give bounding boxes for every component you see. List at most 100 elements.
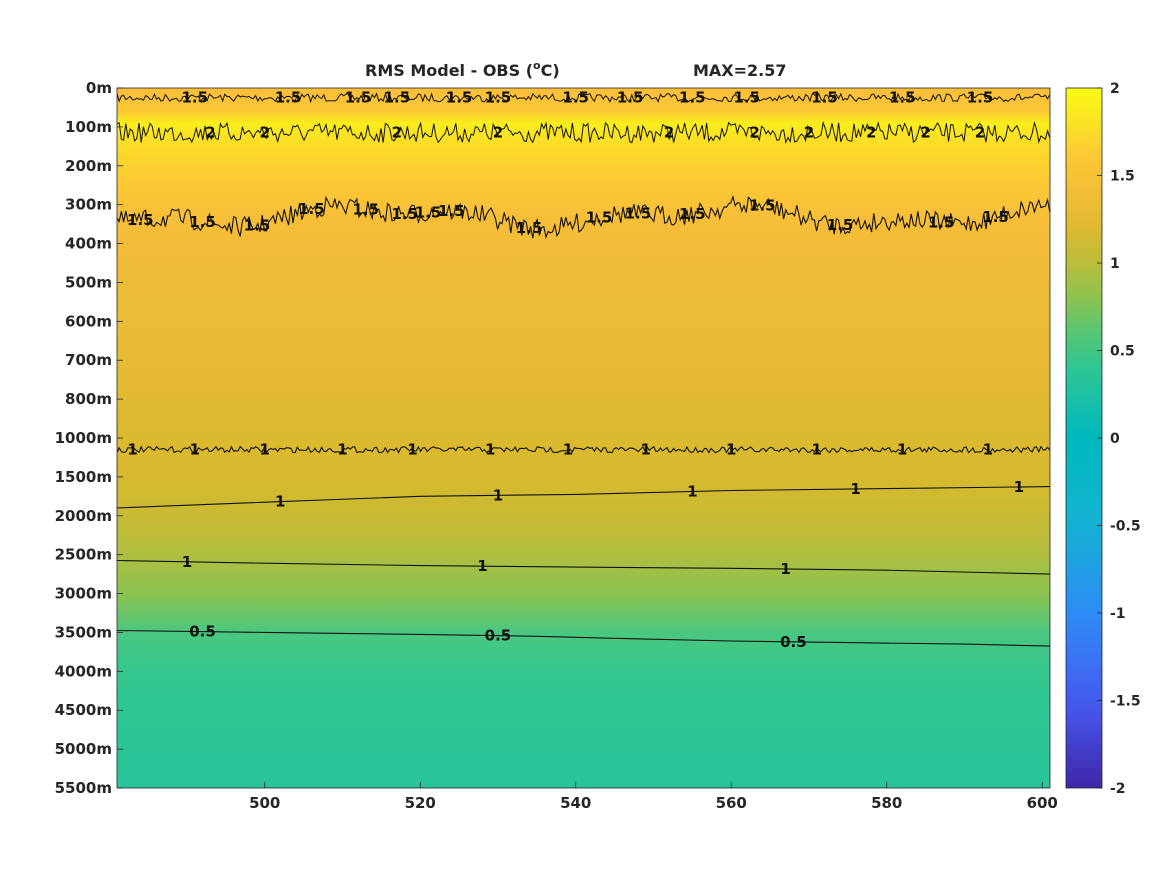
contour-label: 1 xyxy=(477,557,487,575)
contour-label: 1.5 xyxy=(181,89,208,107)
contour-label: 1.5 xyxy=(353,201,380,219)
chart-title-unit: C) xyxy=(541,61,560,80)
y-tick-label: 200m xyxy=(65,157,112,175)
y-tick-label: 2000m xyxy=(55,507,112,525)
x-tick-label: 540 xyxy=(560,794,591,812)
contour-label: 1 xyxy=(780,560,790,578)
y-tick-label: 4000m xyxy=(55,662,112,680)
y-tick-label: 1500m xyxy=(55,468,112,486)
contour-label: 1.5 xyxy=(189,213,216,231)
contour-label: 1.5 xyxy=(415,204,442,222)
contour-label: 1.5 xyxy=(391,205,418,223)
contour-label: 0.5 xyxy=(485,627,512,645)
contour-label: 1.5 xyxy=(679,205,706,223)
chart-title: RMS Model - OBS (oC) xyxy=(365,59,560,80)
contour-label: 0.5 xyxy=(189,623,216,641)
y-axis: 0m 100m 200m 300m 400m 500m 600m 700m 800m 1000m 1… xyxy=(55,79,123,797)
x-tick-label: 560 xyxy=(716,794,747,812)
contour-label: 1.5 xyxy=(244,217,271,235)
y-tick-label: 800m xyxy=(65,390,112,408)
contour-label: 2 xyxy=(493,124,503,142)
contour-label: 1.5 xyxy=(967,89,994,107)
contour-label: 1 xyxy=(485,441,495,459)
y-tick-label: 600m xyxy=(65,312,112,330)
y-tick-label: 2500m xyxy=(55,546,112,564)
contour-label: 1 xyxy=(687,482,697,500)
contour-label: 1.5 xyxy=(516,219,543,237)
contour-label: 1 xyxy=(726,441,736,459)
y-tick-label: 700m xyxy=(65,351,112,369)
contour-label: 1 xyxy=(812,441,822,459)
contour-line xyxy=(117,194,1050,240)
contour-label: 1.5 xyxy=(625,205,652,223)
y-tick-label: 3000m xyxy=(55,585,112,603)
contour-line xyxy=(117,445,1050,454)
contour-label: 1.5 xyxy=(298,200,325,218)
colorbar-ticks: 2 1.5 1 0.5 0 -0.5 -1 -1.5 -2 xyxy=(1097,81,1141,797)
contour-label: 2 xyxy=(749,124,759,142)
contour-label: 1.5 xyxy=(928,213,955,231)
contour-line xyxy=(117,559,1050,575)
contour-label: 2 xyxy=(392,124,402,142)
y-tick-label: 4500m xyxy=(55,701,112,719)
contour-label: 2 xyxy=(664,124,674,142)
colorbar-tick-label: 0.5 xyxy=(1110,344,1135,360)
contour-label: 1.5 xyxy=(384,89,411,107)
contour-label: 1.5 xyxy=(827,216,854,234)
x-axis: 500 520 540 560 580 600 xyxy=(249,782,1058,812)
contour-label: 1 xyxy=(275,493,285,511)
contour-label: 1.5 xyxy=(345,89,372,107)
x-tick-label: 580 xyxy=(871,794,902,812)
contour-label: 1 xyxy=(493,486,503,504)
contour-label: 1 xyxy=(1014,478,1024,496)
contour-label: 0.5 xyxy=(780,633,807,651)
colorbar-gradient-bar xyxy=(1065,87,1103,789)
contour-label: 1 xyxy=(260,441,270,459)
x-tick-label: 520 xyxy=(405,794,436,812)
contour-label: 1 xyxy=(407,441,417,459)
x-tick-label: 600 xyxy=(1027,794,1058,812)
colorbar-tick-label: 1 xyxy=(1110,256,1120,272)
contour-label: 2 xyxy=(975,124,985,142)
contour-label: 1.5 xyxy=(127,211,154,229)
contour-label: 1 xyxy=(897,441,907,459)
contour-label: 1.5 xyxy=(982,208,1009,226)
y-tick-label: 500m xyxy=(65,273,112,291)
contour-label: 1 xyxy=(127,441,137,459)
y-tick-label: 5500m xyxy=(55,779,112,797)
contour-line xyxy=(117,486,1050,509)
contour-line xyxy=(117,629,1050,647)
contour-label: 1.5 xyxy=(733,89,760,107)
colorbar-tick-label: -1.5 xyxy=(1110,694,1141,710)
y-tick-label: 300m xyxy=(65,196,112,214)
contour-label: 1 xyxy=(850,480,860,498)
contour-label: 1 xyxy=(563,441,573,459)
contour-label-layer: 1.5 1.5 1.5 1.5 1.5 1.5 1.5 1.5 1.5 1.5 1.5 1.5 1.52… xyxy=(127,89,1024,651)
contour-label: 1.5 xyxy=(485,89,512,107)
y-tick-label: 400m xyxy=(65,235,112,253)
contour-label: 1 xyxy=(983,441,993,459)
contour-label: 2 xyxy=(205,124,215,142)
contour-label: 1.5 xyxy=(811,89,838,107)
chart-title-degree: o xyxy=(533,59,541,72)
max-label: MAX=2.57 xyxy=(693,61,787,80)
contour-label: 1.5 xyxy=(749,197,776,215)
contour-line xyxy=(117,92,1050,104)
colorbar-tick-label: 2 xyxy=(1110,81,1120,97)
colorbar: 2 1.5 1 0.5 0 -0.5 -1 -1.5 -2 xyxy=(1065,81,1141,797)
contour-label: 2 xyxy=(920,124,930,142)
colorbar-tick-label: -0.5 xyxy=(1110,519,1141,535)
contour-label: 2 xyxy=(804,124,814,142)
y-tick-label: 100m xyxy=(65,118,112,136)
contour-line xyxy=(117,120,1050,144)
contour-layer xyxy=(117,92,1050,647)
contour-label: 1 xyxy=(182,553,192,571)
y-tick-label: 3500m xyxy=(55,623,112,641)
colorbar-tick-label: -1 xyxy=(1110,606,1126,622)
y-tick-label: 0m xyxy=(86,79,112,97)
contour-label: 1 xyxy=(337,441,347,459)
contour-label: 1.5 xyxy=(586,208,613,226)
plot-area: 1.5 1.5 1.5 1.5 1.5 1.5 1.5 1.5 1.5 1.5 1.5 1.5 1.52… xyxy=(116,87,1051,789)
contour-label: 1 xyxy=(190,441,200,459)
